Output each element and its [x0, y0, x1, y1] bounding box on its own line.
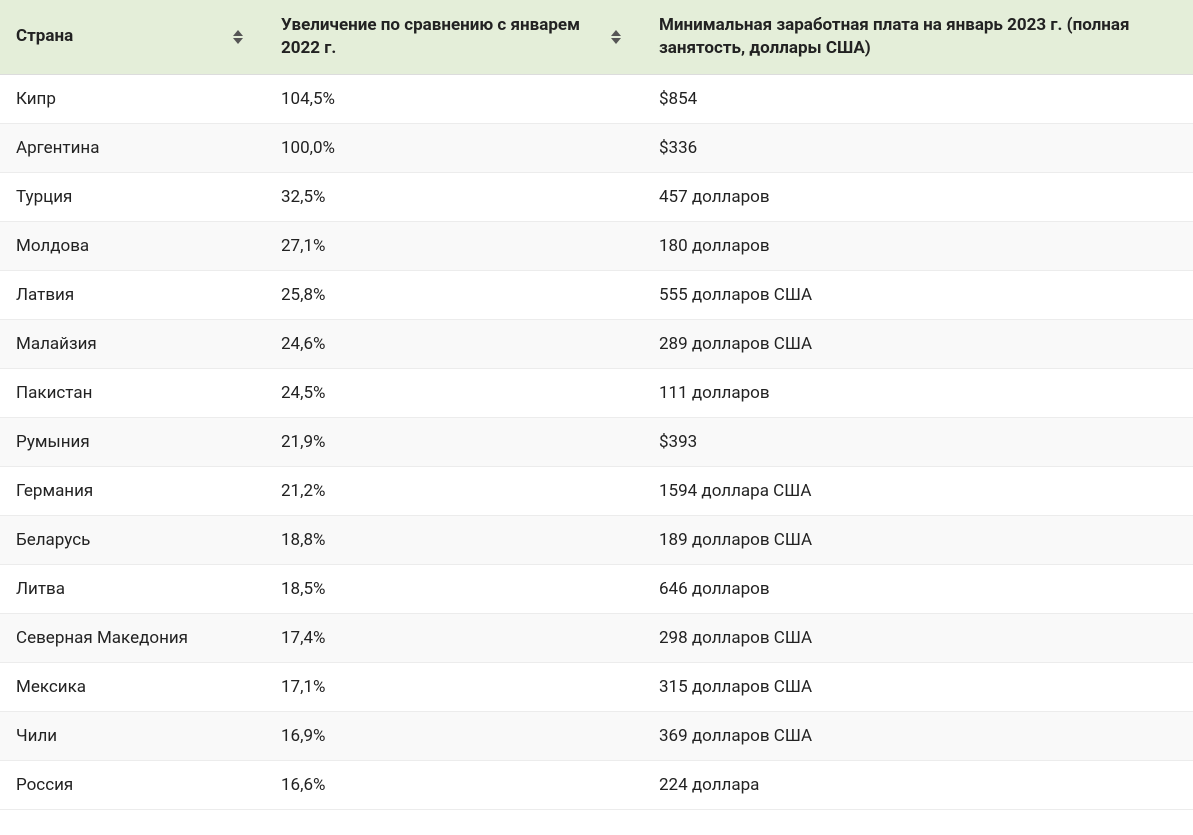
table-row: Чили16,9%369 долларов США — [0, 711, 1193, 760]
cell-wage: $854 — [643, 74, 1193, 123]
cell-increase: 32,5% — [265, 172, 643, 221]
cell-wage: 646 долларов — [643, 564, 1193, 613]
cell-wage: 555 долларов США — [643, 270, 1193, 319]
table-row: Германия21,2%1594 доллара США — [0, 466, 1193, 515]
table-body: Кипр104,5%$854Аргентина100,0%$336Турция3… — [0, 74, 1193, 809]
cell-country: Румыния — [0, 417, 265, 466]
cell-wage: 315 долларов США — [643, 662, 1193, 711]
cell-country: Молдова — [0, 221, 265, 270]
cell-increase: 24,6% — [265, 319, 643, 368]
table-row: Мексика17,1%315 долларов США — [0, 662, 1193, 711]
cell-wage: $336 — [643, 123, 1193, 172]
table-row: Россия16,6%224 доллара — [0, 760, 1193, 809]
cell-wage: 369 долларов США — [643, 711, 1193, 760]
cell-increase: 16,9% — [265, 711, 643, 760]
column-header-wage: Минимальная заработная плата на январь 2… — [643, 0, 1193, 74]
cell-wage: 180 долларов — [643, 221, 1193, 270]
cell-wage: 111 долларов — [643, 368, 1193, 417]
column-label: Увеличение по сравнению с январем 2022 г… — [281, 14, 599, 60]
cell-increase: 21,2% — [265, 466, 643, 515]
cell-increase: 27,1% — [265, 221, 643, 270]
cell-country: Малайзия — [0, 319, 265, 368]
column-header-country[interactable]: Страна — [0, 0, 265, 74]
cell-increase: 100,0% — [265, 123, 643, 172]
wage-table: Страна Увеличение по сравнению с январем… — [0, 0, 1193, 810]
cell-country: Чили — [0, 711, 265, 760]
column-label: Страна — [16, 25, 73, 48]
cell-country: Мексика — [0, 662, 265, 711]
table-row: Румыния21,9%$393 — [0, 417, 1193, 466]
cell-country: Беларусь — [0, 515, 265, 564]
cell-wage: 298 долларов США — [643, 613, 1193, 662]
table-header-row: Страна Увеличение по сравнению с январем… — [0, 0, 1193, 74]
cell-wage: 289 долларов США — [643, 319, 1193, 368]
cell-country: Латвия — [0, 270, 265, 319]
table-row: Турция32,5%457 долларов — [0, 172, 1193, 221]
cell-wage: $393 — [643, 417, 1193, 466]
table-row: Аргентина100,0%$336 — [0, 123, 1193, 172]
cell-country: Литва — [0, 564, 265, 613]
cell-increase: 16,6% — [265, 760, 643, 809]
cell-wage: 457 долларов — [643, 172, 1193, 221]
cell-country: Пакистан — [0, 368, 265, 417]
table-row: Кипр104,5%$854 — [0, 74, 1193, 123]
cell-country: Аргентина — [0, 123, 265, 172]
cell-wage: 224 доллара — [643, 760, 1193, 809]
cell-country: Турция — [0, 172, 265, 221]
sort-icon[interactable] — [611, 30, 627, 44]
cell-country: Кипр — [0, 74, 265, 123]
cell-wage: 1594 доллара США — [643, 466, 1193, 515]
cell-increase: 17,1% — [265, 662, 643, 711]
cell-country: Германия — [0, 466, 265, 515]
table-row: Малайзия24,6%289 долларов США — [0, 319, 1193, 368]
table-row: Молдова27,1%180 долларов — [0, 221, 1193, 270]
table-row: Литва18,5%646 долларов — [0, 564, 1193, 613]
table-row: Беларусь18,8%189 долларов США — [0, 515, 1193, 564]
column-label: Минимальная заработная плата на январь 2… — [659, 14, 1177, 60]
cell-increase: 104,5% — [265, 74, 643, 123]
column-header-increase[interactable]: Увеличение по сравнению с январем 2022 г… — [265, 0, 643, 74]
cell-wage: 189 долларов США — [643, 515, 1193, 564]
cell-increase: 21,9% — [265, 417, 643, 466]
table-row: Пакистан24,5%111 долларов — [0, 368, 1193, 417]
sort-icon[interactable] — [233, 30, 249, 44]
cell-country: Северная Македония — [0, 613, 265, 662]
cell-increase: 24,5% — [265, 368, 643, 417]
cell-increase: 18,8% — [265, 515, 643, 564]
table-row: Северная Македония17,4%298 долларов США — [0, 613, 1193, 662]
cell-increase: 17,4% — [265, 613, 643, 662]
table-row: Латвия25,8%555 долларов США — [0, 270, 1193, 319]
cell-increase: 18,5% — [265, 564, 643, 613]
cell-increase: 25,8% — [265, 270, 643, 319]
cell-country: Россия — [0, 760, 265, 809]
